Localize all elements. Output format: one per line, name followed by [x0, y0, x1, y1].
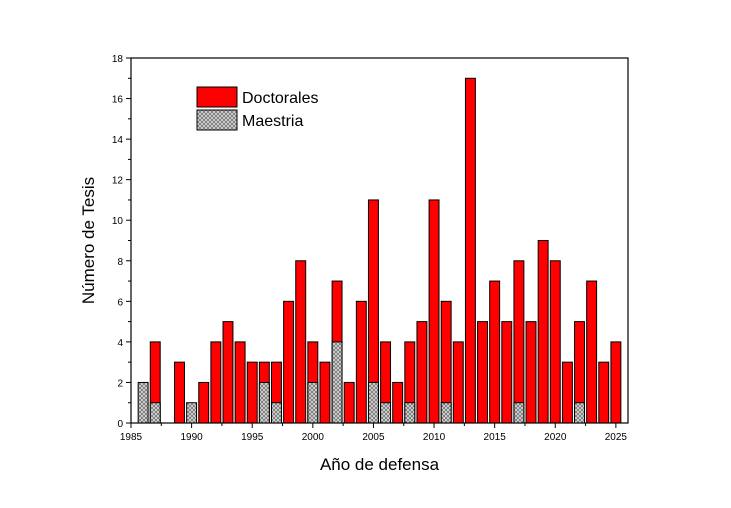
legend-label-doctorales: Doctorales	[242, 90, 318, 107]
y-axis-title: Número de Tesis	[79, 177, 98, 304]
x-axis-title: Año de defensa	[320, 455, 440, 474]
y-tick-label: 4	[117, 338, 123, 349]
bar-maestria-1997	[270, 402, 282, 424]
bar-maestria-2002	[331, 341, 343, 424]
bar-doctorales-1999	[295, 260, 307, 424]
x-tick-label: 2020	[544, 432, 567, 443]
bar-maestria-2005	[367, 381, 379, 424]
bar-doctorales-2024	[598, 361, 610, 424]
bar-doctorales-2023	[586, 280, 598, 424]
bar-maestria-1986	[137, 381, 149, 424]
y-tick-label: 8	[117, 257, 123, 268]
y-tick-label: 18	[112, 54, 124, 65]
x-tick-label: 2000	[302, 432, 325, 443]
bar-doctorales-2007	[392, 381, 404, 424]
bar-doctorales-2010	[428, 199, 440, 424]
y-tick-label: 16	[112, 95, 124, 106]
x-tick-label: 1995	[241, 432, 264, 443]
x-tick-label: 2015	[484, 432, 507, 443]
bar-maestria-2008	[404, 402, 416, 424]
bar-doctorales-1992	[210, 341, 222, 424]
bar-doctorales-2016	[501, 321, 513, 424]
bar-doctorales-1998	[283, 300, 295, 424]
bar-doctorales-2025	[610, 341, 622, 424]
bar-doctorales-1994	[234, 341, 246, 424]
bar-doctorales-1989	[174, 361, 185, 424]
axes-group: 0 2 4 6 8 10 12 14 16 18 1985 1990 1995 2000 2005 2010 2…	[112, 54, 629, 443]
bar-doctorales-2013	[464, 77, 476, 424]
y-tick-label: 12	[112, 176, 124, 187]
bar-maestria-2017	[513, 402, 525, 424]
bar-doctorales-1993	[222, 321, 234, 424]
bar-doctorales-1991	[198, 381, 210, 424]
bar-maestria-2000	[307, 381, 319, 424]
bar-doctorales-2001	[319, 361, 331, 424]
bar-doctorales-2021	[561, 361, 573, 424]
bar-doctorales-2018	[525, 321, 537, 424]
bar-doctorales-2012	[452, 341, 464, 424]
x-tick-label: 1985	[120, 432, 143, 443]
bar-doctorales-1995	[246, 361, 258, 424]
y-tick-label: 10	[112, 216, 124, 227]
x-tick-label: 2025	[605, 432, 628, 443]
bar-doctorales-2009	[416, 321, 428, 424]
x-tick-label: 2005	[362, 432, 385, 443]
y-tick-label: 14	[112, 135, 124, 146]
legend-swatch-maestria	[196, 109, 238, 131]
x-tick-label: 2010	[423, 432, 446, 443]
legend: Doctorales Maestria	[196, 86, 318, 131]
bar-doctorales-2020	[549, 260, 561, 424]
bar-doctorales-2004	[355, 300, 367, 424]
bar-doctorales-2014	[477, 321, 489, 424]
bar-maestria-2011	[440, 402, 452, 424]
legend-label-maestria: Maestria	[242, 113, 303, 130]
bars-group	[137, 77, 622, 424]
y-tick-label: 0	[117, 419, 123, 430]
y-tick-label: 2	[117, 378, 123, 389]
bar-maestria-2022	[574, 402, 585, 424]
bar-doctorales-2019	[537, 240, 549, 424]
bar-doctorales-2015	[489, 280, 501, 424]
bar-maestria-1987	[149, 402, 161, 424]
bar-maestria-1996	[258, 381, 270, 424]
bar-maestria-1990	[186, 402, 198, 424]
legend-swatch-doctorales	[196, 86, 238, 108]
bar-doctorales-2003	[343, 381, 355, 424]
bar-maestria-2006	[380, 402, 392, 424]
x-tick-label: 1990	[180, 432, 203, 443]
bar-doctorales-2017	[513, 260, 525, 424]
y-tick-label: 6	[117, 297, 123, 308]
